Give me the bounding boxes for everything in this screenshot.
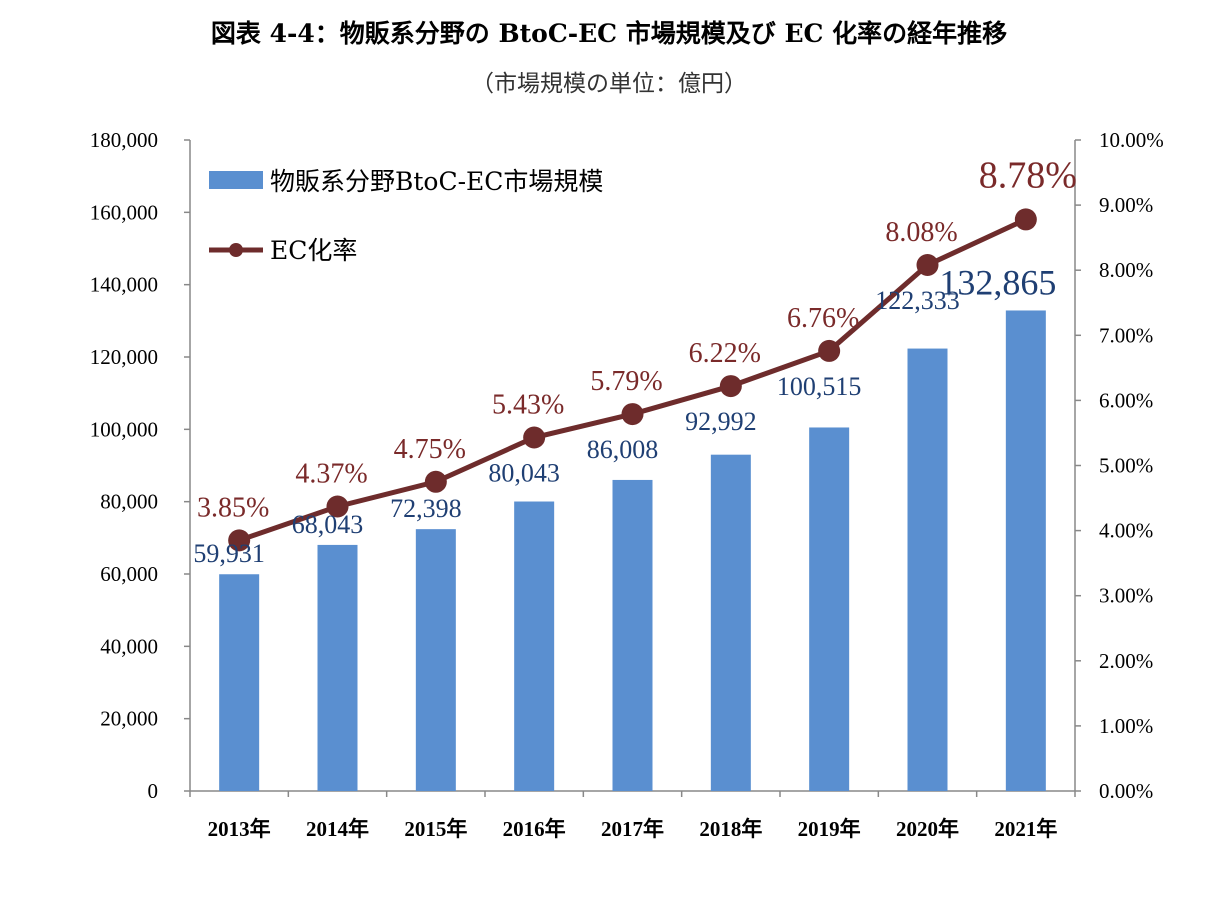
y-left-tick-label: 0 <box>148 779 159 803</box>
line-value-label: 6.22% <box>689 338 761 369</box>
legend-bar-label: 物販系分野BtoC-EC市場規模 <box>270 167 603 196</box>
bar <box>809 427 850 791</box>
y-left-tick-label: 60,000 <box>100 562 158 586</box>
line-value-label: 5.79% <box>590 366 662 397</box>
x-tick-label: 2018年 <box>699 817 762 841</box>
line-value-label: 8.78% <box>979 154 1077 196</box>
bar <box>1005 310 1046 791</box>
y-right-tick-label: 1.00% <box>1099 714 1153 738</box>
line-value-label: 4.37% <box>295 459 367 490</box>
line-value-label: 4.75% <box>394 434 466 465</box>
ec-rate-point <box>818 339 841 362</box>
bar-value-label: 80,043 <box>488 459 560 488</box>
bar-value-label: 59,931 <box>193 539 265 568</box>
chart-title: 図表 4-4：物販系分野の BtoC-EC 市場規模及び EC 化率の経年推移 <box>210 19 1008 48</box>
y-left-tick-label: 160,000 <box>90 200 158 224</box>
legend-line-marker <box>229 243 243 257</box>
line-value-label: 6.76% <box>787 303 859 334</box>
data-labels: 59,931 68,043 72,398 80,043 86,008 92,992 100,… <box>193 154 1076 568</box>
bar <box>415 529 456 791</box>
x-tick-label: 2020年 <box>896 817 959 841</box>
bar-value-label: 68,043 <box>292 510 364 539</box>
y-right-tick-label: 7.00% <box>1099 323 1153 347</box>
chart-subtitle: （市場規模の単位：億円） <box>471 71 747 97</box>
ec-rate-point <box>1014 208 1037 231</box>
y-right-tick-label: 9.00% <box>1099 193 1153 217</box>
bar <box>710 454 751 791</box>
bar-series <box>219 310 1046 791</box>
ec-rate-point <box>621 403 644 426</box>
ec-rate-point <box>228 529 251 552</box>
bar-value-label: 132,865 <box>939 262 1056 302</box>
y-right-tick-label: 4.00% <box>1099 519 1153 543</box>
bar <box>317 544 358 791</box>
bar-value-label: 100,515 <box>777 372 862 401</box>
x-tick-label: 2021年 <box>994 817 1057 841</box>
bar-value-label: 86,008 <box>587 435 659 464</box>
bar <box>612 479 653 791</box>
y-right-tick-label: 6.00% <box>1099 388 1153 412</box>
ec-rate-point <box>326 495 349 518</box>
y-left-tick-label: 120,000 <box>90 345 158 369</box>
ec-rate-point <box>916 253 939 276</box>
ec-rate-point <box>424 470 447 493</box>
ec-rate-point <box>719 375 742 398</box>
y-right-tick-label: 8.00% <box>1099 258 1153 282</box>
x-tick-label: 2014年 <box>306 817 369 841</box>
ec-rate-point <box>523 426 546 449</box>
y-right-tick-label: 5.00% <box>1099 454 1153 478</box>
x-tick-label: 2019年 <box>798 817 861 841</box>
line-value-label: 3.85% <box>197 492 269 523</box>
y-right-tick-label: 3.00% <box>1099 584 1153 608</box>
legend-line-label: EC化率 <box>270 236 357 265</box>
y-right-tick-label: 10.00% <box>1099 128 1164 152</box>
legend: 物販系分野BtoC-EC市場規模 EC化率 <box>209 167 603 265</box>
bar-value-label: 92,992 <box>685 407 757 436</box>
bar <box>219 574 260 791</box>
line-series <box>228 208 1037 552</box>
y-left-tick-label: 180,000 <box>90 128 158 152</box>
y-left-tick-label: 80,000 <box>100 490 158 514</box>
x-tick-label: 2015年 <box>404 817 467 841</box>
y-right-tick-label: 2.00% <box>1099 649 1153 673</box>
y-left-tick-label: 140,000 <box>90 273 158 297</box>
bar <box>514 501 555 791</box>
x-tick-label: 2013年 <box>208 817 271 841</box>
bar-value-label: 72,398 <box>390 494 462 523</box>
y-left-tick-label: 100,000 <box>90 417 158 441</box>
bar <box>907 348 948 791</box>
line-value-label: 5.43% <box>492 390 564 421</box>
x-tick-label: 2017年 <box>601 817 664 841</box>
y-left-tick-label: 40,000 <box>100 634 158 658</box>
bar-value-label: 122,333 <box>875 286 960 315</box>
x-tick-label: 2016年 <box>503 817 566 841</box>
y-left-tick-label: 20,000 <box>100 707 158 731</box>
line-value-label: 8.08% <box>885 217 957 248</box>
legend-bar-swatch <box>209 171 263 189</box>
y-right-tick-label: 0.00% <box>1099 779 1153 803</box>
axes: 0 20,000 40,000 60,000 80,000 100,000 120,000 1… <box>90 128 1164 841</box>
